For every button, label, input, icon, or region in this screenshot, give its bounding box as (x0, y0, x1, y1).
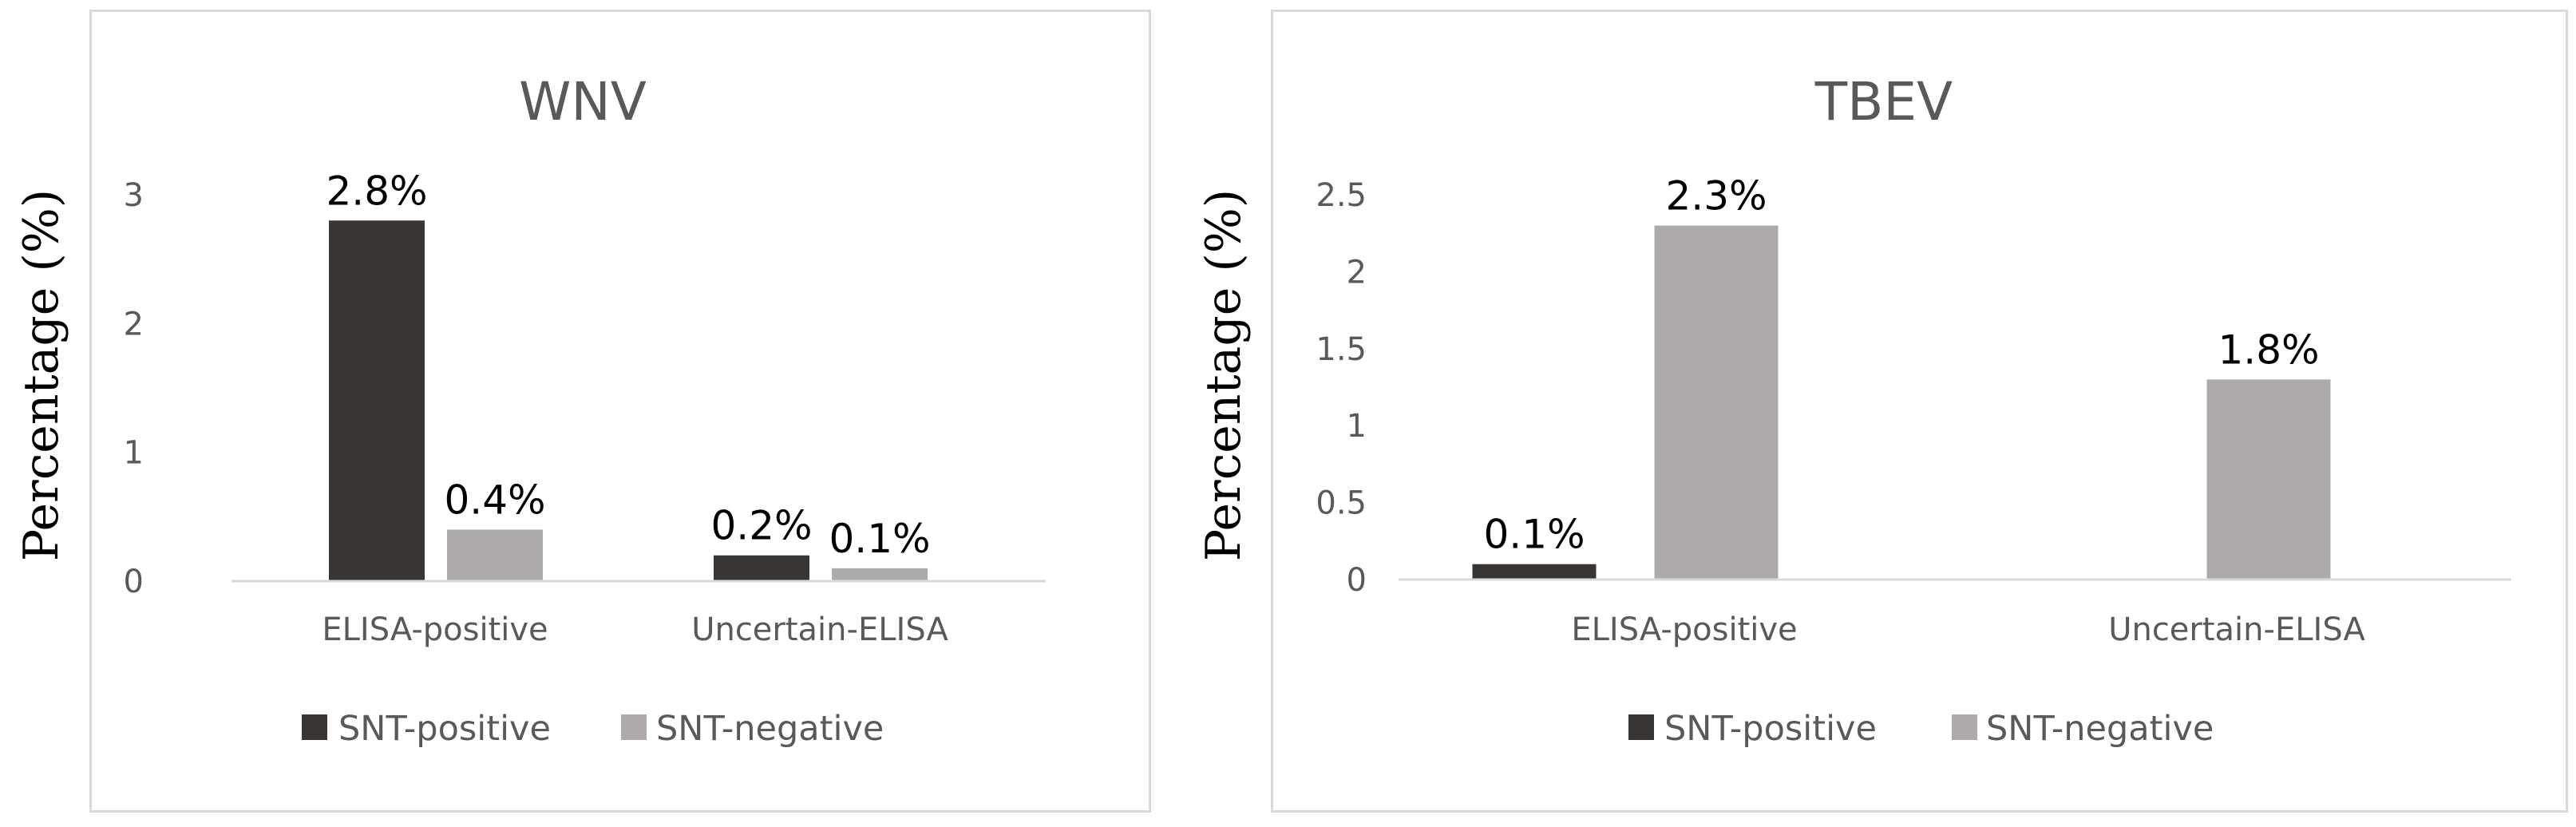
wnv-bar-snt-negative-1 (832, 568, 928, 581)
tbev-legend-swatch-snt-positive (1628, 714, 1654, 740)
wnv-bar-snt-negative-0 (447, 529, 543, 581)
wnv-bar-snt-positive-1 (714, 555, 809, 581)
wnv-data-label: 0.1% (829, 516, 930, 562)
tbev-category-label: Uncertain-ELISA (2108, 611, 2365, 648)
wnv-legend-swatch-snt-negative (621, 714, 647, 740)
wnv-data-label: 2.8% (326, 168, 427, 214)
tbev-y-axis-label: Percentage (%) (1196, 189, 1252, 561)
tbev-y-tick-label: 0 (1347, 562, 1367, 599)
tbev-y-tick-label: 0.5 (1316, 485, 1367, 522)
tbev-legend-label: SNT-positive (1664, 709, 1877, 749)
wnv-legend-swatch-snt-positive (302, 714, 327, 740)
wnv-legend-label: SNT-positive (338, 709, 551, 749)
tbev-legend-label: SNT-negative (1986, 709, 2214, 749)
tbev-y-tick-label: 1 (1347, 408, 1367, 445)
wnv-data-label: 0.4% (444, 477, 545, 523)
tbev-data-label: 2.3% (1665, 173, 1767, 220)
tbev-bar-snt-negative-1 (2206, 379, 2331, 580)
tbev-data-label: 1.8% (2218, 326, 2319, 373)
tbev-y-tick-label: 2.5 (1316, 177, 1367, 214)
tbev-bar-snt-negative-0 (1654, 225, 1779, 580)
chart-panel-tbev (1271, 10, 2568, 813)
tbev-legend-swatch-snt-negative (1952, 714, 1977, 740)
tbev-bar-snt-positive-0 (1472, 564, 1597, 580)
wnv-y-tick-label: 1 (124, 435, 144, 472)
wnv-category-label: Uncertain-ELISA (691, 611, 948, 648)
tbev-chart-title: TBEV (1814, 71, 1953, 133)
wnv-bar-snt-positive-0 (329, 220, 425, 581)
chart-panel-wnv (89, 10, 1151, 813)
wnv-legend-label: SNT-negative (656, 709, 884, 749)
wnv-y-axis-label: Percentage (%) (14, 189, 69, 561)
wnv-y-tick-label: 2 (124, 306, 144, 342)
wnv-chart-title: WNV (519, 71, 647, 133)
wnv-data-label: 0.2% (710, 503, 812, 549)
wnv-y-tick-label: 3 (124, 177, 144, 214)
wnv-y-tick-label: 0 (124, 564, 144, 600)
wnv-category-label: ELISA-positive (322, 611, 548, 648)
tbev-data-label: 0.1% (1483, 512, 1585, 558)
tbev-y-tick-label: 2 (1347, 254, 1367, 291)
tbev-y-tick-label: 1.5 (1316, 331, 1367, 368)
tbev-category-label: ELISA-positive (1571, 611, 1797, 648)
